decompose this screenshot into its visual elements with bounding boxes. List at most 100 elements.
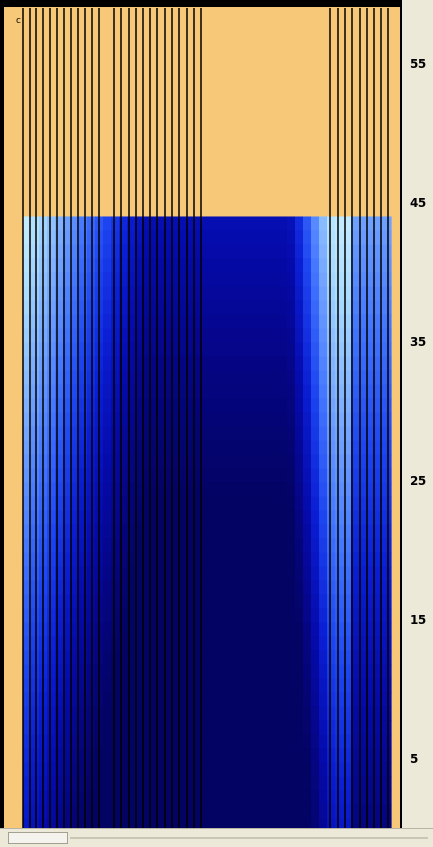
heatmap-cell — [215, 692, 224, 708]
heatmap-cell — [287, 720, 296, 736]
heatmap-cell — [135, 524, 144, 540]
heatmap-cell — [111, 412, 120, 428]
heatmap-cell — [215, 580, 224, 596]
heatmap-cell — [143, 594, 152, 610]
heatmap-cell — [263, 538, 272, 554]
heatmap-cell — [215, 244, 224, 260]
scrollbar-track[interactable] — [70, 837, 428, 839]
heatmap-cell — [143, 552, 152, 568]
heatmap-cell — [351, 552, 360, 568]
heatmap-cell — [359, 538, 368, 554]
heatmap-cell — [55, 650, 64, 666]
heatmap-cell — [351, 580, 360, 596]
heatmap-cell — [247, 706, 256, 722]
heatmap-cell — [47, 692, 56, 708]
heatmap-cell — [343, 608, 352, 624]
heatmap-cell — [311, 538, 320, 554]
heatmap-cell — [239, 272, 248, 288]
heatmap-cell — [239, 230, 248, 246]
heatmap-cell — [263, 594, 272, 610]
heatmap-cell — [375, 776, 384, 792]
heatmap-cell — [111, 804, 120, 820]
heatmap-cell — [103, 342, 112, 358]
heatmap-cell — [351, 370, 360, 386]
heatmap-cell — [231, 496, 240, 512]
heatmap-cell — [263, 328, 272, 344]
heatmap-cell — [127, 692, 136, 708]
heatmap-cell — [55, 496, 64, 512]
heatmap-cell — [199, 720, 208, 736]
heatmap-cell — [255, 678, 264, 694]
heatmap-cell — [263, 314, 272, 330]
heatmap-cell — [311, 818, 320, 828]
heatmap-cell — [239, 552, 248, 568]
heatmap-cell — [223, 342, 232, 358]
heatmap-cell — [239, 384, 248, 400]
heatmap-cell — [111, 608, 120, 624]
heatmap-cell — [255, 566, 264, 582]
heatmap-cell — [119, 678, 128, 694]
heatmap-cell — [127, 482, 136, 498]
heatmap-cell — [79, 706, 88, 722]
heatmap-cell — [351, 356, 360, 372]
heatmap-cell — [215, 384, 224, 400]
heatmap-cell — [119, 468, 128, 484]
heatmap-cell — [127, 370, 136, 386]
heatmap-cell — [47, 538, 56, 554]
heatmap-cell — [335, 300, 344, 316]
heatmap-cell — [143, 510, 152, 526]
heatmap-cell — [311, 790, 320, 806]
heatmap-cell — [207, 384, 216, 400]
heatmap-cell — [143, 664, 152, 680]
heatmap-cell — [159, 216, 168, 232]
heatmap-cell — [231, 790, 240, 806]
heatmap-cell — [191, 258, 200, 274]
heatmap-cell — [119, 524, 128, 540]
heatmap-cell — [119, 328, 128, 344]
heatmap-cell — [335, 468, 344, 484]
heatmap-cell — [191, 608, 200, 624]
heatmap-cell — [63, 272, 72, 288]
heatmap-cell — [207, 594, 216, 610]
heatmap-cell — [303, 622, 312, 638]
heatmap-cell — [23, 314, 32, 330]
heatmap-cell — [271, 748, 280, 764]
heatmap-cell — [327, 622, 336, 638]
heatmap-cell — [63, 790, 72, 806]
heatmap-cell — [311, 552, 320, 568]
heatmap-cell — [279, 510, 288, 526]
heatmap-cell — [159, 818, 168, 828]
heatmap-cell — [247, 594, 256, 610]
heatmap-cell — [71, 650, 80, 666]
heatmap-cell — [215, 454, 224, 470]
heatmap-cell — [23, 818, 32, 828]
horizontal-scrollbar[interactable] — [0, 828, 433, 847]
heatmap-cell — [343, 398, 352, 414]
heatmap-cell — [295, 524, 304, 540]
heatmap-cell — [143, 412, 152, 428]
heatmap-cell — [343, 286, 352, 302]
heatmap-cell — [103, 692, 112, 708]
heatmap-cell — [367, 720, 376, 736]
heatmap-cell — [375, 790, 384, 806]
heatmap-cell — [295, 748, 304, 764]
heatmap-cell — [327, 748, 336, 764]
heatmap-cell — [255, 650, 264, 666]
heatmap-cell — [343, 776, 352, 792]
heatmap-cell — [159, 622, 168, 638]
heatmap-cell — [159, 370, 168, 386]
heatmap-cell — [367, 258, 376, 274]
heatmap-cell — [47, 356, 56, 372]
heatmap-cell — [255, 790, 264, 806]
heatmap-cell — [303, 706, 312, 722]
heatmap-cell — [359, 300, 368, 316]
heatmap-cell — [359, 440, 368, 456]
heatmap-cell — [135, 650, 144, 666]
heatmap-cell — [23, 790, 32, 806]
heatmap-cell — [335, 580, 344, 596]
heatmap-cell — [303, 230, 312, 246]
heatmap-cell — [343, 804, 352, 820]
scrollbar-thumb[interactable] — [8, 832, 68, 844]
heatmap-cell — [247, 692, 256, 708]
heatmap-cell — [215, 426, 224, 442]
